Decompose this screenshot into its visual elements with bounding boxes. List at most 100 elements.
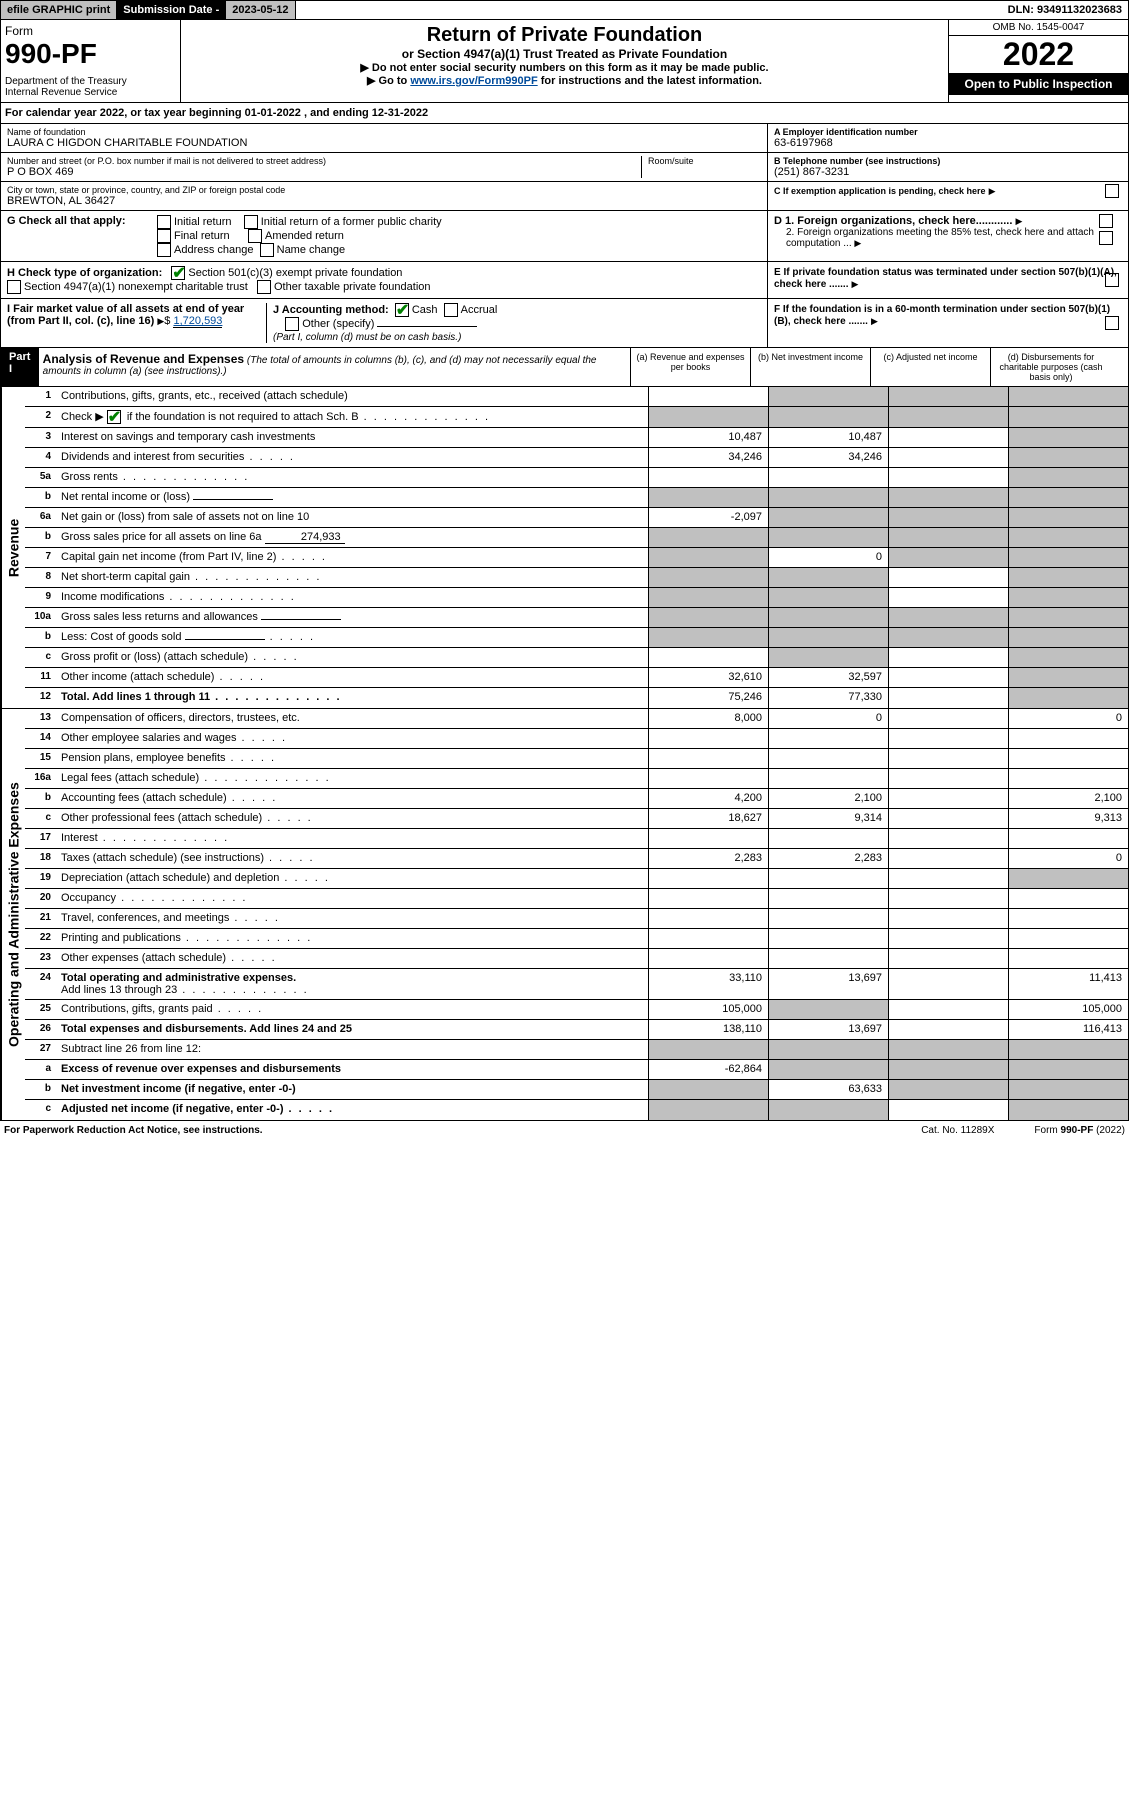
- section-g-label: G Check all that apply:: [7, 215, 157, 257]
- line-24: Total operating and administrative expen…: [57, 969, 648, 999]
- omb-number: OMB No. 1545-0047: [949, 20, 1128, 36]
- line-27a: Excess of revenue over expenses and disb…: [57, 1060, 648, 1079]
- form-title: Return of Private Foundation: [185, 24, 944, 47]
- other-taxable-checkbox[interactable]: [257, 280, 271, 294]
- col-b-header: (b) Net investment income: [751, 348, 871, 386]
- d2-checkbox[interactable]: [1099, 231, 1113, 245]
- line-10a: Gross sales less returns and allowances: [57, 608, 648, 627]
- accrual-checkbox[interactable]: [444, 303, 458, 317]
- initial-return-checkbox[interactable]: [157, 215, 171, 229]
- other-method-checkbox[interactable]: [285, 317, 299, 331]
- section-g-d: G Check all that apply: Initial return I…: [0, 211, 1129, 262]
- line-12: Total. Add lines 1 through 11: [57, 688, 648, 708]
- section-c-checkbox[interactable]: [1105, 184, 1119, 198]
- address: P O BOX 469: [7, 166, 641, 178]
- line-1: Contributions, gifts, grants, etc., rece…: [57, 387, 648, 406]
- section-f-checkbox[interactable]: [1105, 316, 1119, 330]
- city: BREWTON, AL 36427: [7, 195, 761, 207]
- part1-title: Analysis of Revenue and Expenses: [43, 352, 244, 366]
- paperwork-notice: For Paperwork Reduction Act Notice, see …: [4, 1125, 263, 1136]
- name-change-checkbox[interactable]: [260, 243, 274, 257]
- foundation-name: LAURA C HIGDON CHARITABLE FOUNDATION: [7, 137, 761, 149]
- s4947-checkbox[interactable]: [7, 280, 21, 294]
- form-footer-label: Form 990-PF (2022): [1034, 1125, 1125, 1136]
- line-6a: Net gain or (loss) from sale of assets n…: [57, 508, 648, 527]
- line-27b: Net investment income (if negative, ente…: [57, 1080, 648, 1099]
- line-27c: Adjusted net income (if negative, enter …: [57, 1100, 648, 1120]
- page-footer: For Paperwork Reduction Act Notice, see …: [0, 1121, 1129, 1140]
- line-9: Income modifications: [57, 588, 648, 607]
- sch-b-checkbox[interactable]: [107, 410, 121, 424]
- line-14: Other employee salaries and wages: [57, 729, 648, 748]
- col-c-header: (c) Adjusted net income: [871, 348, 991, 386]
- telephone: (251) 867-3231: [774, 166, 1122, 178]
- entity-info: Name of foundation LAURA C HIGDON CHARIT…: [0, 124, 1129, 211]
- foundation-name-label: Name of foundation: [7, 127, 761, 137]
- cash-checkbox[interactable]: [395, 303, 409, 317]
- line-5a: Gross rents: [57, 468, 648, 487]
- line-2: Check ▶ if the foundation is not require…: [57, 407, 648, 427]
- line-23: Other expenses (attach schedule): [57, 949, 648, 968]
- dln: DLN: 93491132023683: [1002, 1, 1128, 19]
- section-e-checkbox[interactable]: [1105, 273, 1119, 287]
- line-11: Other income (attach schedule): [57, 668, 648, 687]
- amended-return-checkbox[interactable]: [248, 229, 262, 243]
- initial-former-checkbox[interactable]: [244, 215, 258, 229]
- telephone-label: B Telephone number (see instructions): [774, 156, 1122, 166]
- calendar-year: For calendar year 2022, or tax year begi…: [0, 103, 1129, 124]
- part1-header: Part I Analysis of Revenue and Expenses …: [0, 348, 1129, 387]
- ein: 63-6197968: [774, 137, 1122, 149]
- line-6b: Gross sales price for all assets on line…: [57, 528, 648, 547]
- form-header: Form 990-PF Department of the Treasury I…: [0, 20, 1129, 103]
- line-10c: Gross profit or (loss) (attach schedule): [57, 648, 648, 667]
- line-16c: Other professional fees (attach schedule…: [57, 809, 648, 828]
- address-change-checkbox[interactable]: [157, 243, 171, 257]
- fmv-value[interactable]: 1,720,593: [173, 315, 222, 328]
- arrow-icon: [157, 315, 164, 327]
- form-word: Form: [5, 24, 176, 38]
- expenses-section: Operating and Administrative Expenses 13…: [0, 709, 1129, 1121]
- line-15: Pension plans, employee benefits: [57, 749, 648, 768]
- section-h-label: H Check type of organization:: [7, 267, 162, 279]
- line-18: Taxes (attach schedule) (see instruction…: [57, 849, 648, 868]
- s501-checkbox[interactable]: [171, 266, 185, 280]
- top-bar: efile GRAPHIC print Submission Date - 20…: [0, 0, 1129, 20]
- line-19: Depreciation (attach schedule) and deple…: [57, 869, 648, 888]
- line-26: Total expenses and disbursements. Add li…: [57, 1020, 648, 1039]
- line-27: Subtract line 26 from line 12:: [57, 1040, 648, 1059]
- line-13: Compensation of officers, directors, tru…: [57, 709, 648, 728]
- line-16a: Legal fees (attach schedule): [57, 769, 648, 788]
- line-21: Travel, conferences, and meetings: [57, 909, 648, 928]
- section-d1-label: D 1. Foreign organizations, check here..…: [774, 215, 1012, 227]
- header-note-2: ▶ Go to www.irs.gov/Form990PF for instru…: [185, 74, 944, 87]
- open-public: Open to Public Inspection: [949, 73, 1128, 95]
- section-c-label: C If exemption application is pending, c…: [774, 186, 986, 196]
- col-d-header: (d) Disbursements for charitable purpose…: [991, 348, 1111, 386]
- section-d2-label: 2. Foreign organizations meeting the 85%…: [786, 227, 1094, 249]
- revenue-side-label: Revenue: [1, 387, 25, 708]
- instructions-link[interactable]: www.irs.gov/Form990PF: [410, 75, 537, 87]
- expenses-side-label: Operating and Administrative Expenses: [1, 709, 25, 1120]
- section-e-label: E If private foundation status was termi…: [774, 267, 1117, 290]
- line-5b: Net rental income or (loss): [57, 488, 648, 507]
- tax-year: 2022: [949, 36, 1128, 73]
- final-return-checkbox[interactable]: [157, 229, 171, 243]
- city-label: City or town, state or province, country…: [7, 185, 761, 195]
- section-h-e: H Check type of organization: Section 50…: [0, 262, 1129, 299]
- line-25: Contributions, gifts, grants paid: [57, 1000, 648, 1019]
- ein-label: A Employer identification number: [774, 127, 1122, 137]
- form-subtitle: or Section 4947(a)(1) Trust Treated as P…: [185, 47, 944, 61]
- arrow-icon: [1015, 215, 1022, 227]
- section-j-label: J Accounting method:: [273, 304, 389, 316]
- arrow-icon: [989, 185, 996, 197]
- line-4: Dividends and interest from securities: [57, 448, 648, 467]
- d1-checkbox[interactable]: [1099, 214, 1113, 228]
- catalog-number: Cat. No. 11289X: [921, 1125, 994, 1136]
- address-label: Number and street (or P.O. box number if…: [7, 156, 641, 166]
- revenue-section: Revenue 1Contributions, gifts, grants, e…: [0, 387, 1129, 709]
- submission-date: 2023-05-12: [226, 1, 295, 19]
- line-20: Occupancy: [57, 889, 648, 908]
- section-i-j-f: I Fair market value of all assets at end…: [0, 299, 1129, 348]
- efile-label: efile GRAPHIC print: [1, 1, 117, 19]
- arrow-icon: [852, 278, 859, 290]
